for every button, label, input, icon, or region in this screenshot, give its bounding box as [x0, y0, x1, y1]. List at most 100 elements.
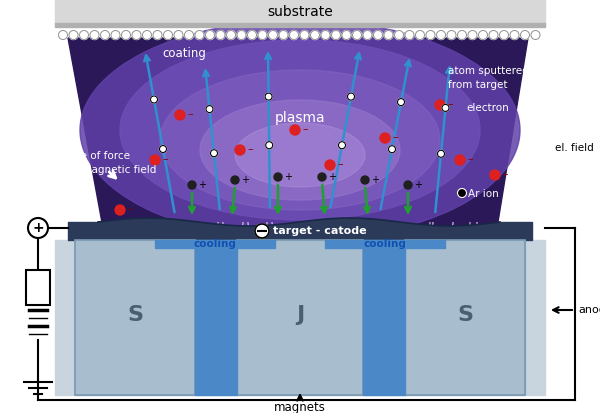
Circle shape: [237, 31, 246, 40]
Circle shape: [153, 31, 162, 40]
Circle shape: [331, 31, 341, 40]
Text: –: –: [162, 154, 167, 164]
Circle shape: [311, 31, 320, 40]
Text: +: +: [32, 221, 44, 235]
Circle shape: [143, 31, 151, 40]
Circle shape: [437, 150, 445, 157]
Circle shape: [185, 31, 193, 40]
Circle shape: [235, 145, 245, 155]
Circle shape: [380, 133, 390, 143]
Text: –: –: [392, 132, 398, 142]
Text: –: –: [447, 99, 452, 109]
Circle shape: [248, 31, 257, 40]
Circle shape: [442, 104, 449, 112]
Circle shape: [227, 31, 235, 40]
Circle shape: [325, 160, 335, 170]
Circle shape: [521, 31, 530, 40]
Circle shape: [216, 31, 225, 40]
Circle shape: [455, 155, 465, 165]
Circle shape: [490, 170, 500, 180]
Text: atom sputtered
from target: atom sputtered from target: [448, 66, 529, 90]
Text: –: –: [302, 124, 308, 134]
Circle shape: [160, 145, 167, 152]
Circle shape: [115, 205, 125, 215]
Bar: [237, 240, 363, 395]
Circle shape: [231, 176, 239, 184]
Bar: [155, 240, 275, 248]
Circle shape: [435, 100, 445, 110]
Bar: [75, 240, 195, 395]
Text: +: +: [198, 180, 206, 190]
Circle shape: [373, 31, 383, 40]
Circle shape: [361, 176, 369, 184]
Circle shape: [404, 181, 412, 189]
Text: –: –: [502, 169, 508, 179]
Circle shape: [342, 31, 351, 40]
Circle shape: [79, 31, 89, 40]
Bar: [363, 240, 405, 395]
Text: –: –: [337, 159, 343, 169]
Text: –: –: [127, 204, 133, 214]
Circle shape: [211, 150, 218, 157]
Text: Ar ion: Ar ion: [468, 189, 499, 199]
Bar: [26, 270, 50, 305]
Circle shape: [195, 31, 204, 40]
Text: substrate: substrate: [267, 5, 333, 19]
Circle shape: [274, 173, 282, 181]
Circle shape: [363, 31, 372, 40]
Circle shape: [290, 125, 300, 135]
Text: –: –: [467, 154, 473, 164]
Text: +: +: [414, 180, 422, 190]
Circle shape: [489, 31, 498, 40]
Text: magnets: magnets: [274, 401, 326, 413]
Circle shape: [458, 31, 467, 40]
Circle shape: [479, 31, 487, 40]
Circle shape: [531, 31, 540, 40]
Text: target - catode: target - catode: [273, 226, 367, 236]
Circle shape: [405, 31, 414, 40]
Circle shape: [415, 31, 425, 40]
Text: plasma: plasma: [275, 111, 325, 125]
Text: –: –: [187, 109, 193, 119]
Text: cooling: cooling: [194, 239, 236, 249]
Bar: [405, 240, 525, 395]
Circle shape: [468, 31, 477, 40]
Circle shape: [290, 31, 299, 40]
Polygon shape: [68, 38, 528, 228]
Circle shape: [384, 31, 393, 40]
Ellipse shape: [160, 70, 440, 210]
Text: +: +: [328, 172, 336, 182]
Bar: [195, 240, 237, 395]
Circle shape: [318, 173, 326, 181]
Circle shape: [59, 31, 67, 40]
Text: S: S: [457, 305, 473, 325]
Ellipse shape: [235, 123, 365, 187]
Text: electron: electron: [466, 103, 509, 113]
Text: coating: coating: [162, 47, 206, 59]
Circle shape: [132, 31, 141, 40]
Circle shape: [150, 155, 160, 165]
Circle shape: [338, 142, 346, 149]
Text: J: J: [296, 305, 304, 325]
Circle shape: [101, 31, 110, 40]
Bar: [325, 240, 445, 248]
Circle shape: [174, 31, 183, 40]
Circle shape: [163, 31, 173, 40]
Circle shape: [426, 31, 435, 40]
Ellipse shape: [120, 40, 480, 220]
Circle shape: [258, 31, 267, 40]
Text: +: +: [284, 172, 292, 182]
Circle shape: [151, 96, 157, 103]
Text: line of force
of magnetic field: line of force of magnetic field: [68, 152, 157, 175]
Circle shape: [458, 189, 466, 197]
Text: +: +: [241, 175, 249, 185]
Circle shape: [90, 31, 99, 40]
Circle shape: [111, 31, 120, 40]
Circle shape: [206, 106, 213, 113]
Bar: [237, 240, 363, 395]
Circle shape: [347, 93, 355, 100]
Circle shape: [255, 224, 269, 238]
Text: anode: anode: [578, 305, 600, 315]
Circle shape: [499, 31, 509, 40]
Bar: [405, 240, 525, 395]
